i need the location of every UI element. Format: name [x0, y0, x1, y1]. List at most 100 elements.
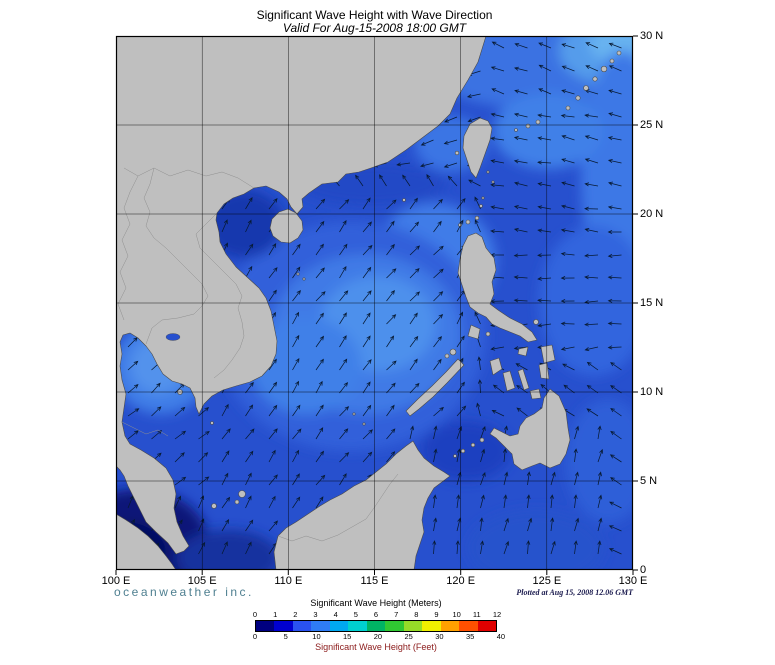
- page-title: Significant Wave Height with Wave Direct…: [256, 8, 493, 22]
- wave-map: [115, 35, 638, 575]
- wave-direction-arrow: [433, 448, 438, 463]
- wave-direction-arrow: [362, 451, 373, 463]
- wave-direction-arrow: [573, 540, 578, 555]
- wave-direction-arrow: [447, 175, 458, 187]
- wave-direction-arrow: [443, 162, 458, 168]
- wave-direction-arrow: [474, 311, 481, 325]
- wave-direction-arrow: [456, 197, 466, 210]
- colorbar: [255, 620, 497, 632]
- wave-direction-arrow: [443, 139, 458, 145]
- wave-direction-arrow: [409, 197, 418, 210]
- wave-direction-arrow: [409, 221, 420, 233]
- wave-direction-arrow: [409, 267, 420, 279]
- x-axis-tick-label: 105 E: [187, 575, 217, 587]
- wave-direction-arrow: [409, 335, 419, 348]
- legend-meters-tick: 4: [333, 610, 338, 619]
- x-axis-labels: 100 E 105 E 110 E 115 E 120 E 125 E 130 E: [0, 575, 775, 589]
- wave-direction-arrow: [315, 474, 326, 486]
- legend-feet-tick: 25: [404, 632, 413, 641]
- wave-direction-arrow: [537, 113, 552, 118]
- wave-direction-arrow: [402, 174, 411, 187]
- wave-direction-arrow: [490, 183, 505, 188]
- legend-feet-tick: 40: [496, 632, 506, 641]
- wave-direction-arrow: [362, 404, 372, 417]
- wave-direction-arrow: [362, 429, 373, 440]
- y-axis-tick-label: 30 N: [640, 29, 664, 42]
- wave-direction-arrow: [607, 253, 622, 258]
- wave-direction-arrow: [526, 471, 531, 486]
- island-samar: [540, 344, 556, 364]
- island-luzon: [457, 232, 538, 343]
- wave-direction-arrow: [490, 66, 505, 72]
- wave-direction-arrow: [607, 275, 622, 280]
- wave-direction-arrow: [610, 477, 622, 486]
- wave-direction-arrow: [339, 381, 349, 394]
- island-spratly: [352, 412, 356, 416]
- island-panay: [489, 357, 503, 376]
- island-cebu: [517, 368, 530, 391]
- wave-direction-arrow: [127, 384, 139, 394]
- wave-direction-arrow: [433, 245, 444, 256]
- wave-direction-arrow: [409, 425, 415, 440]
- map-frame: [115, 35, 638, 575]
- island-penghu: [454, 150, 460, 156]
- wave-direction-arrow: [560, 346, 575, 351]
- wave-direction-arrow: [198, 407, 210, 417]
- wave-direction-arrow: [268, 289, 277, 302]
- colorbar-cell: [385, 621, 404, 631]
- wave-direction-arrow: [315, 450, 325, 463]
- y-axis-tick-label: 20 N: [640, 207, 664, 220]
- lake-tonle-sap: [165, 333, 181, 341]
- wave-direction-arrow: [467, 116, 481, 123]
- wave-direction-arrow: [292, 334, 300, 348]
- island-spratly: [362, 422, 366, 426]
- wave-direction-arrow: [362, 290, 372, 302]
- wave-direction-arrow: [597, 540, 602, 555]
- wave-direction-arrow: [127, 430, 139, 440]
- plotted-timestamp: Plotted at Aug 15, 2008 12.06 GMT: [516, 588, 633, 597]
- x-axis-tick-label: 115 E: [360, 575, 389, 587]
- wave-direction-arrow: [537, 298, 552, 303]
- wave-direction-arrow: [608, 65, 622, 72]
- island-ryukyu: [592, 76, 598, 82]
- wave-direction-arrow: [561, 65, 575, 72]
- wave-direction-arrow: [537, 228, 552, 233]
- island-mindoro: [467, 324, 481, 340]
- wave-direction-arrow: [560, 251, 575, 256]
- wave-direction-arrow: [526, 540, 531, 555]
- wave-direction-arrow: [538, 88, 552, 95]
- wave-direction-arrow: [550, 471, 556, 486]
- wave-direction-arrow: [466, 93, 481, 99]
- legend-meters-tick: 5: [353, 610, 358, 619]
- wave-direction-arrow: [362, 221, 372, 233]
- wave-direction-arrow: [480, 425, 486, 440]
- legend-feet-tick: 5: [283, 632, 288, 641]
- wave-direction-arrow: [409, 358, 418, 371]
- wave-direction-arrow: [245, 450, 254, 463]
- wave-direction-arrow: [339, 199, 350, 210]
- wave-direction-arrow: [362, 197, 371, 210]
- legend-meters-tick: 0: [252, 610, 258, 619]
- island-palawan: [405, 358, 465, 417]
- island-sumatra: [116, 513, 177, 570]
- wave-direction-arrow: [339, 473, 347, 486]
- wave-direction-arrow: [515, 363, 528, 371]
- wave-direction-arrow: [574, 425, 580, 440]
- legend-meters-tick: 3: [313, 610, 318, 619]
- wave-direction-arrow: [537, 253, 552, 258]
- wave-direction-arrow: [584, 299, 599, 305]
- wave-direction-arrow: [174, 495, 181, 509]
- colorbar-cell: [256, 621, 275, 631]
- y-axis-labels: 0 5 N 10 N 15 N 20 N 25 N 30 N: [640, 0, 680, 600]
- wave-direction-arrow: [386, 360, 397, 371]
- wave-direction-arrow: [560, 321, 575, 326]
- x-axis-tick-label: 125 E: [532, 575, 562, 587]
- wave-direction-arrow: [315, 380, 323, 394]
- wave-direction-arrow: [513, 112, 528, 118]
- wave-direction-arrow: [292, 496, 301, 509]
- wave-direction-arrow: [221, 428, 231, 440]
- wave-direction-arrow: [198, 518, 205, 532]
- wave-direction-arrow: [538, 42, 552, 49]
- island-bohol: [529, 388, 542, 400]
